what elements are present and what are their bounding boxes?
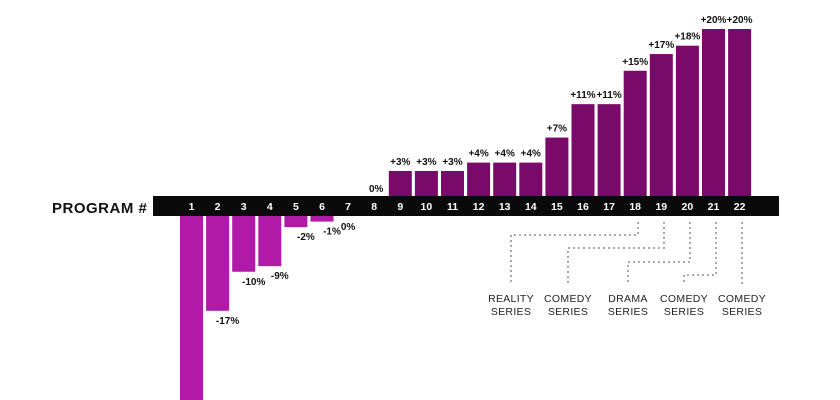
tick-label-22: 22 [734,201,746,213]
data-label-17: +11% [596,90,621,101]
tick-label-2: 2 [215,201,221,213]
data-label-21: +20% [701,15,727,26]
bar-program-9 [388,170,412,196]
data-label-8: 0% [369,184,384,195]
tick-label-8: 8 [371,201,377,213]
tick-label-21: 21 [708,201,720,213]
bar-program-20 [675,45,699,197]
data-label-3: -10% [242,277,265,288]
connector-21 [683,222,717,285]
annotation-line1-22: COMEDY [718,293,766,305]
bar-program-18 [623,70,647,196]
tick-labels-group: 1 2 3 4 5 6 7 8 9 10 11 12 13 14 15 16 17 18 19 20 21 22 [189,201,746,213]
bar-program-2 [206,216,230,311]
annotation-line2-18: SERIES [491,306,531,318]
data-label-2: -17% [216,316,239,327]
bar-program-19 [649,54,673,196]
bar-program-13 [493,162,517,196]
tick-label-3: 3 [241,201,247,213]
bar-program-17 [597,104,621,196]
data-label-20: +18% [674,32,700,43]
bar-program-15 [545,137,569,196]
tick-label-7: 7 [345,201,351,213]
tick-label-19: 19 [655,201,667,213]
tick-label-20: 20 [682,201,694,213]
bar-program-21 [702,29,725,196]
annotation-line1-21: COMEDY [660,293,708,305]
bar-program-14 [519,162,543,196]
bar-program-10 [414,170,438,196]
connector-19 [567,222,665,285]
bar-program-1 [180,216,203,400]
tick-label-6: 6 [319,201,325,213]
annotation-connectors [510,222,743,285]
tick-label-18: 18 [629,201,641,213]
data-label-10: +3% [416,157,436,168]
data-label-18: +15% [622,57,648,68]
annotation-line1-20: DRAMA [608,293,647,305]
bar-program-11 [441,170,464,196]
data-label-14: +4% [521,149,541,160]
bar-program-3 [232,216,256,272]
data-label-9: +3% [390,157,410,168]
annotation-line1-19: COMEDY [544,293,592,305]
tick-label-5: 5 [293,201,299,213]
data-labels-group: -17%-10%-9%-2%-1% 0%0%+3% +3% +3%+4% +4% +4%+… [216,15,753,327]
bar-program-5 [284,216,308,228]
x-axis-title: PROGRAM # [52,200,148,217]
data-label-7: 0% [341,222,356,233]
tick-label-12: 12 [473,201,485,213]
tick-label-15: 15 [551,201,563,213]
data-label-11: +3% [442,157,462,168]
connector-18 [510,222,639,285]
bar-program-12 [467,162,491,196]
annotation-line2-19: SERIES [548,306,588,318]
tick-label-9: 9 [397,201,403,213]
bar-program-22 [728,29,752,196]
data-label-16: +11% [570,90,595,101]
bar-program-6 [310,216,334,222]
connector-20 [627,222,691,285]
annotation-line2-21: SERIES [664,306,704,318]
bar-program-16 [571,104,595,196]
annotation-line1-18: REALITY [488,293,534,305]
tick-label-1: 1 [189,201,195,213]
data-label-6: -1% [323,227,341,238]
bars-group [180,29,752,400]
data-label-22: +20% [727,15,753,26]
annotation-line2-22: SERIES [722,306,762,318]
tick-label-13: 13 [499,201,511,213]
annotation-line2-20: SERIES [608,306,648,318]
data-label-4: -9% [271,271,289,282]
data-label-13: +4% [495,149,515,160]
tick-label-16: 16 [577,201,589,213]
tick-label-10: 10 [421,201,433,213]
bar-program-4 [258,216,282,267]
data-label-19: +17% [648,40,674,51]
tick-label-17: 17 [603,201,615,213]
tick-label-11: 11 [447,201,458,213]
data-label-5: -2% [297,232,315,243]
data-label-15: +7% [547,124,567,135]
annotations-group: REALITYSERIESCOMEDYSERIESDRAMASERIESCOME… [488,293,766,318]
axis-band [153,196,779,216]
tick-label-14: 14 [525,201,537,213]
data-label-12: +4% [468,149,488,160]
tick-label-4: 4 [267,201,273,213]
